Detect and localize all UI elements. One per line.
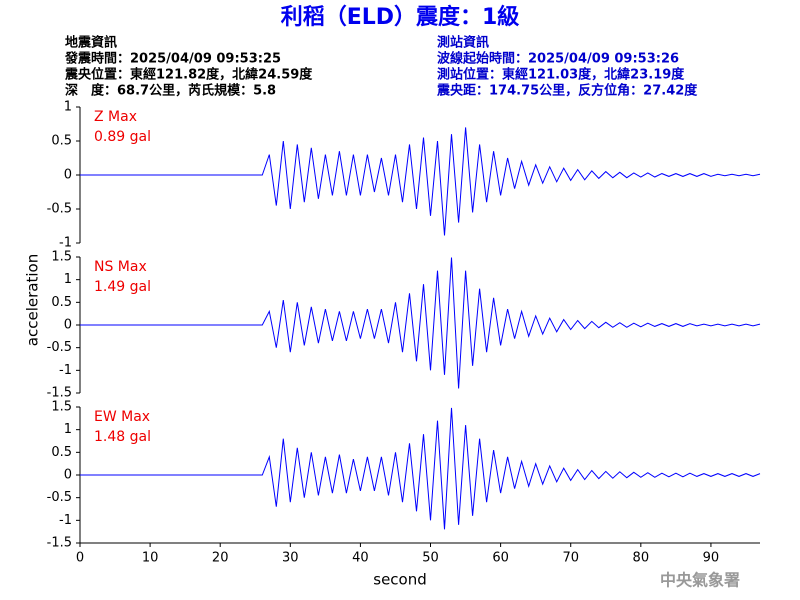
y-tick-label: -1.5 [47,386,72,401]
info-text: 震央位置：東經121.82度，北緯24.59度 [64,67,313,83]
max-value: 0.89 gal [94,129,151,145]
watermark: 中央氣象署 [660,571,740,590]
y-tick-label: 0 [64,168,72,183]
x-tick-label: 80 [633,551,650,566]
x-axis-label: second [373,571,427,589]
y-tick-label: 1 [64,100,72,115]
y-tick-label: -1 [59,363,72,378]
y-tick-label: -1.5 [47,536,72,551]
y-tick-label: 0.5 [51,295,72,310]
waveform [80,127,761,236]
chart-title: 利稻（ELD）震度：1級 [281,4,520,30]
max-label: Z Max [94,109,137,125]
waveform [80,257,761,389]
y-tick-label: 0.5 [51,134,72,149]
y-axis-label: acceleration [24,254,42,346]
y-tick-label: 1.5 [51,400,72,415]
y-tick-label: 1 [64,272,72,287]
x-tick-label: 40 [352,551,369,566]
x-tick-label: 20 [212,551,229,566]
y-tick-label: 0 [64,468,72,483]
waveform [80,407,761,530]
info-text: 發震時間：2025/04/09 09:53:25 [64,51,281,67]
y-tick-label: -0.5 [47,202,72,217]
info-text: 測站位置：東經121.03度，北緯23.19度 [437,67,685,83]
max-value: 1.48 gal [94,429,151,445]
y-tick-label: 1.5 [51,250,72,265]
y-tick-label: -0.5 [47,490,72,505]
y-tick-label: -0.5 [47,340,72,355]
y-tick-label: 0.5 [51,445,72,460]
x-tick-label: 0 [76,551,84,566]
info-text: 波線起始時間：2025/04/09 09:53:26 [437,51,679,67]
y-tick-label: 0 [64,318,72,333]
max-label: NS Max [94,259,147,275]
y-tick-label: -1 [59,513,72,528]
info-text: 深 度：68.7公里，芮氏規模：5.8 [65,83,276,99]
x-tick-label: 70 [562,551,579,566]
info-text: 震央距：174.75公里，反方位角：27.42度 [436,83,698,99]
info-text: 地震資訊 [65,35,117,51]
y-tick-label: 1 [64,422,72,437]
info-text: 測站資訊 [437,35,489,51]
y-tick-label: -1 [59,236,72,251]
x-tick-label: 50 [422,551,439,566]
x-tick-label: 10 [142,551,159,566]
max-label: EW Max [94,409,150,425]
x-tick-label: 90 [703,551,720,566]
x-tick-label: 60 [492,551,509,566]
max-value: 1.49 gal [94,279,151,295]
x-tick-label: 30 [282,551,299,566]
